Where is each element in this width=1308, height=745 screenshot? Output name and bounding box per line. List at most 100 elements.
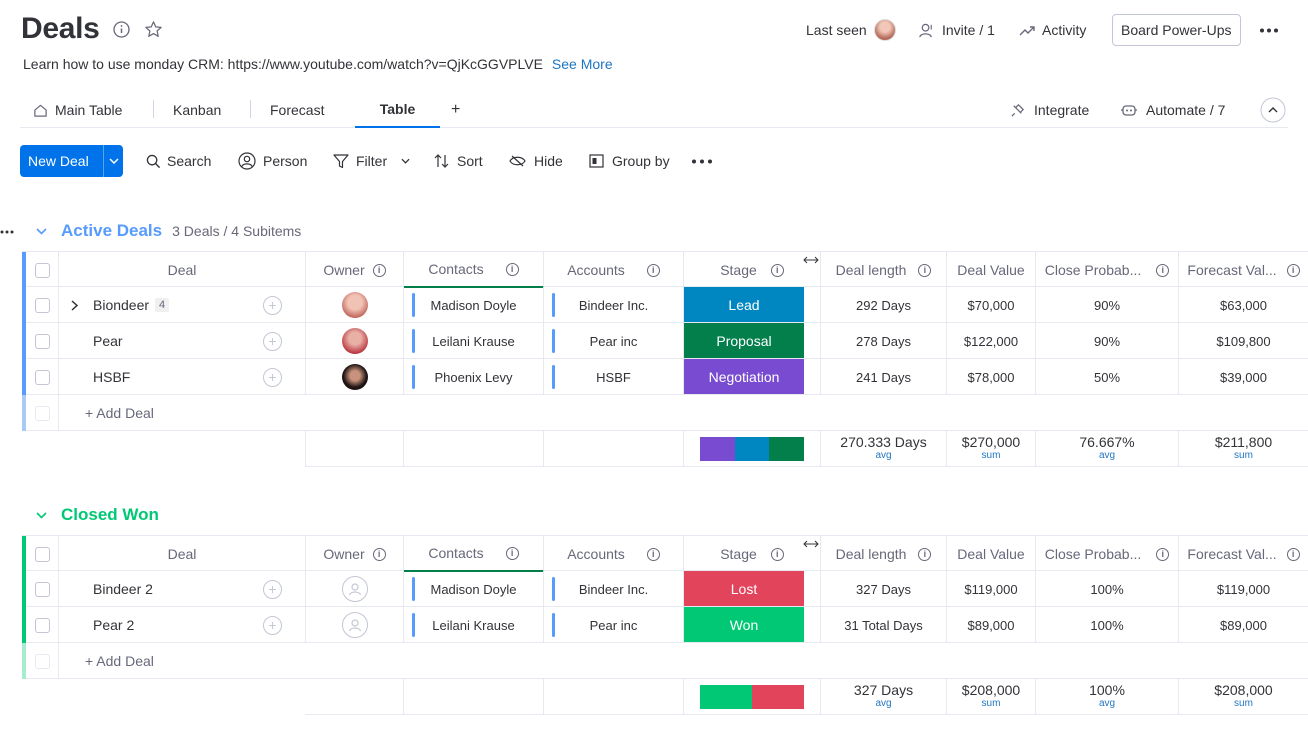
info-icon[interactable]: i [1286,547,1300,561]
stage-bar-segment[interactable] [752,685,804,709]
table-row[interactable]: Pear 2 + Leilani Krause Pear inc Won 31 … [22,607,1308,643]
column-owner[interactable]: Owner i [306,536,404,572]
owner-cell[interactable] [306,323,404,359]
contact-cell[interactable]: Phoenix Levy [404,359,544,395]
deal-value-cell[interactable]: $78,000 [947,359,1036,395]
new-deal-button[interactable]: New Deal [20,145,123,177]
stage-status[interactable]: Proposal [684,323,804,358]
summary-function[interactable]: avg [875,450,892,461]
stage-cell[interactable]: Proposal [684,323,821,359]
tab-table[interactable]: Table [355,92,440,128]
info-icon[interactable]: i [1286,263,1300,277]
tab-forecast[interactable]: Forecast [270,102,325,118]
stage-bar-segment[interactable] [700,437,735,461]
deal-name-cell[interactable]: Pear 2 [59,607,240,643]
stage-cell[interactable]: Lost [684,571,821,607]
group-by-button[interactable]: Group by [589,147,670,175]
integrate-button[interactable]: Integrate [1009,92,1089,128]
forecast-value-cell[interactable]: $63,000 [1220,297,1267,313]
deal-name-cell[interactable]: Biondeer 4 [59,287,240,323]
row-checkbox[interactable] [34,617,50,633]
summary-function[interactable]: avg [1098,698,1116,709]
see-more-link[interactable]: See More [551,56,613,72]
close-probability-cell[interactable]: 50% [1036,359,1179,395]
stage-cell[interactable]: Negotiation [684,359,821,395]
deal-length-cell[interactable]: 292 Days [821,287,947,323]
group-title[interactable]: Active Deals [61,221,163,240]
resize-icon[interactable] [801,250,821,270]
group-title[interactable]: Closed Won [61,505,159,524]
column-deal-length[interactable]: Deal length i [821,536,947,572]
chevron-down-icon[interactable] [36,511,47,519]
deal-value-cell[interactable]: $89,000 [947,607,1036,643]
chevron-right-icon[interactable] [71,299,78,311]
deal-length-cell[interactable]: 241 Days [821,359,947,395]
column-contacts[interactable]: Contacts i [404,252,544,288]
account-name[interactable]: HSBF [596,369,631,385]
info-icon[interactable] [113,21,130,38]
stage-bar-segment[interactable] [769,437,804,461]
row-checkbox[interactable] [34,581,50,597]
hide-button[interactable]: Hide [509,147,563,175]
contact-cell[interactable]: Madison Doyle [404,287,544,323]
column-deal-length[interactable]: Deal length i [821,252,947,288]
chevron-down-icon[interactable] [104,158,123,164]
info-icon[interactable]: i [372,263,386,277]
info-icon[interactable]: i [770,263,784,277]
column-stage[interactable]: Stage i [684,252,821,288]
column-deal[interactable]: Deal [59,252,306,288]
info-icon[interactable]: i [372,547,386,561]
column-close-probability[interactable]: Close Probab... i [1036,536,1179,572]
deal-name[interactable]: Bindeer 2 [93,581,153,597]
select-all-checkbox[interactable] [34,546,50,562]
contact-cell[interactable]: Leilani Krause [404,607,544,643]
deal-value-cell[interactable]: $119,000 [947,571,1036,607]
forecast-value-cell[interactable]: $119,000 [1216,581,1271,597]
stage-distribution-bar[interactable] [700,437,804,461]
row-checkbox[interactable] [34,369,50,385]
automate-button[interactable]: Automate / 7 [1120,92,1225,128]
owner-cell[interactable] [306,287,404,323]
info-icon[interactable]: i [646,547,660,561]
account-name[interactable]: Pear inc [589,333,638,349]
contact-name[interactable]: Leilani Krause [432,333,515,349]
add-item-row[interactable]: + Add Deal [22,643,1308,679]
forecast-value-cell[interactable]: $109,800 [1216,333,1271,349]
group-header-active-deals[interactable]: Active Deals 3 Deals / 4 Subitems [36,220,301,242]
avatar[interactable] [341,292,368,318]
summary-function[interactable]: avg [1098,450,1116,461]
deal-name[interactable]: Pear 2 [93,617,135,633]
row-checkbox[interactable] [34,297,50,313]
empty-person-icon[interactable] [341,576,368,602]
summary-function[interactable]: sum [981,450,1001,461]
deal-name[interactable]: Biondeer [93,297,150,313]
updates-cell[interactable]: + [240,287,306,323]
contact-name[interactable]: Madison Doyle [430,297,517,313]
deal-value-cell[interactable]: $70,000 [947,287,1036,323]
stage-distribution-bar[interactable] [700,685,804,709]
column-forecast-value[interactable]: Forecast Val... i [1179,252,1308,288]
avatar[interactable] [341,328,368,354]
deal-length-cell[interactable]: 31 Total Days [821,607,947,643]
account-name[interactable]: Bindeer Inc. [578,581,649,597]
column-deal[interactable]: Deal [59,536,306,572]
add-item-row[interactable]: + Add Deal [22,395,1308,431]
stage-bar-segment[interactable] [700,685,752,709]
deal-name[interactable]: Pear [93,333,123,349]
account-cell[interactable]: Pear inc [544,607,684,643]
column-deal-value[interactable]: Deal Value [947,252,1036,288]
owner-cell[interactable] [306,359,404,395]
search-button[interactable]: Search [146,147,211,175]
subitems-count-badge[interactable]: 4 [155,298,170,312]
column-accounts[interactable]: Accounts i [544,536,684,572]
board-power-ups-button[interactable]: Board Power-Ups [1112,14,1241,46]
column-close-probability[interactable]: Close Probab... i [1036,252,1179,288]
select-all-checkbox[interactable] [34,262,50,278]
updates-cell[interactable]: + [240,571,306,607]
account-cell[interactable]: Pear inc [544,323,684,359]
info-icon[interactable]: i [918,547,932,561]
account-cell[interactable]: HSBF [544,359,684,395]
row-checkbox[interactable] [34,333,50,349]
deal-name-cell[interactable]: Pear [59,323,240,359]
close-probability-cell[interactable]: 90% [1036,287,1179,323]
